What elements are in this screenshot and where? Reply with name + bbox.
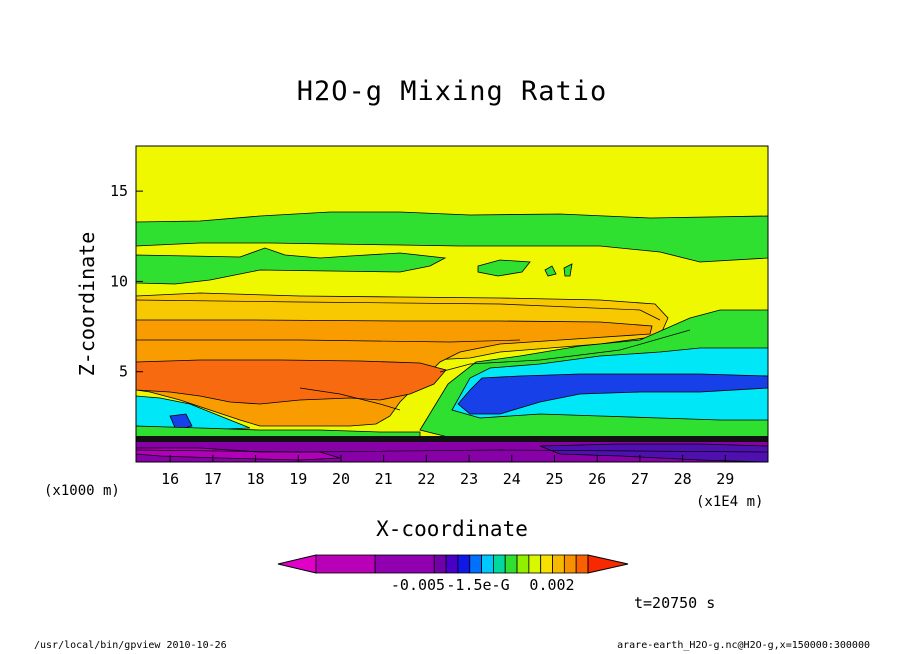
colorbar-segment bbox=[563, 554, 577, 574]
x-tick-label: 24 bbox=[503, 470, 521, 488]
colorbar-segment bbox=[315, 554, 376, 574]
x-tick-label: 29 bbox=[716, 470, 734, 488]
x-tick-label: 28 bbox=[674, 470, 692, 488]
green-islet-2 bbox=[544, 265, 557, 277]
colorbar-right-arrow bbox=[587, 554, 629, 574]
colorbar bbox=[277, 554, 629, 574]
x-tick-label: 22 bbox=[417, 470, 435, 488]
upper-green-band bbox=[136, 211, 768, 263]
colorbar-labels: -0.005 -1.5e-G 0.002 bbox=[391, 576, 575, 594]
x-tick-label: 21 bbox=[375, 470, 393, 488]
footer-left: /usr/local/bin/gpview 2010-10-26 bbox=[34, 640, 227, 651]
x-axis-ticks: 16 17 18 19 20 21 22 23 24 25 26 27 28 29 bbox=[161, 455, 734, 488]
colorbar-label: 0.002 bbox=[529, 576, 574, 594]
time-label: t=20750 s bbox=[634, 594, 716, 612]
colorbar-segment bbox=[540, 554, 553, 574]
dark-orange-core bbox=[136, 359, 447, 405]
middle-green-band bbox=[136, 247, 447, 285]
x-tick-label: 23 bbox=[460, 470, 478, 488]
colorbar-label: -1.5e-G bbox=[446, 576, 509, 594]
x-tick-label: 18 bbox=[247, 470, 265, 488]
footer-right: arare-earth_H2O-g.nc@H2O-g,x=150000:3000… bbox=[617, 640, 870, 651]
colorbar-segment bbox=[469, 554, 482, 574]
black-contour-band bbox=[136, 436, 768, 442]
y-tick-label: 15 bbox=[110, 182, 128, 200]
y-axis-ticks: 5 10 15 bbox=[110, 182, 143, 381]
y-axis-label: Z-coordinate bbox=[75, 232, 99, 377]
left-blue-blob bbox=[169, 413, 193, 431]
y-tick-label: 5 bbox=[119, 363, 128, 381]
x-axis-label: X-coordinate bbox=[376, 517, 528, 541]
colorbar-segment bbox=[504, 554, 518, 574]
x-tick-label: 17 bbox=[204, 470, 222, 488]
colorbar-segment bbox=[575, 554, 589, 574]
x-tick-label: 27 bbox=[631, 470, 649, 488]
chart-title: H2O-g Mixing Ratio bbox=[296, 76, 608, 107]
colorbar-left-arrow bbox=[277, 554, 317, 574]
colorbar-label: -0.005 bbox=[391, 576, 445, 594]
colorbar-segment bbox=[374, 554, 435, 574]
colorbar-segment bbox=[457, 554, 471, 574]
colorbar-segment bbox=[481, 554, 494, 574]
x-tick-label: 19 bbox=[289, 470, 307, 488]
colorbar-segment bbox=[445, 554, 459, 574]
y-tick-label: 10 bbox=[110, 272, 128, 290]
contour-field bbox=[136, 146, 768, 462]
colorbar-segment bbox=[433, 554, 447, 574]
x-tick-label: 26 bbox=[588, 470, 606, 488]
x-tick-label: 25 bbox=[545, 470, 563, 488]
x-tick-label: 16 bbox=[161, 470, 179, 488]
colorbar-segment bbox=[552, 554, 565, 574]
x-tick-label: 20 bbox=[332, 470, 350, 488]
magenta-patch bbox=[136, 447, 341, 461]
contour-lines bbox=[136, 299, 768, 453]
green-islet-1 bbox=[477, 259, 531, 277]
blue-region bbox=[457, 373, 768, 415]
colorbar-segment bbox=[516, 554, 530, 574]
colorbar-segment bbox=[492, 554, 506, 574]
x-unit-right: (x1E4 m) bbox=[696, 494, 763, 510]
green-islet-3 bbox=[563, 263, 573, 277]
colorbar-segment bbox=[528, 554, 542, 574]
plot-frame bbox=[135, 145, 769, 463]
x-unit-left: (x1000 m) bbox=[44, 483, 120, 499]
dark-purple-patch bbox=[539, 443, 768, 462]
